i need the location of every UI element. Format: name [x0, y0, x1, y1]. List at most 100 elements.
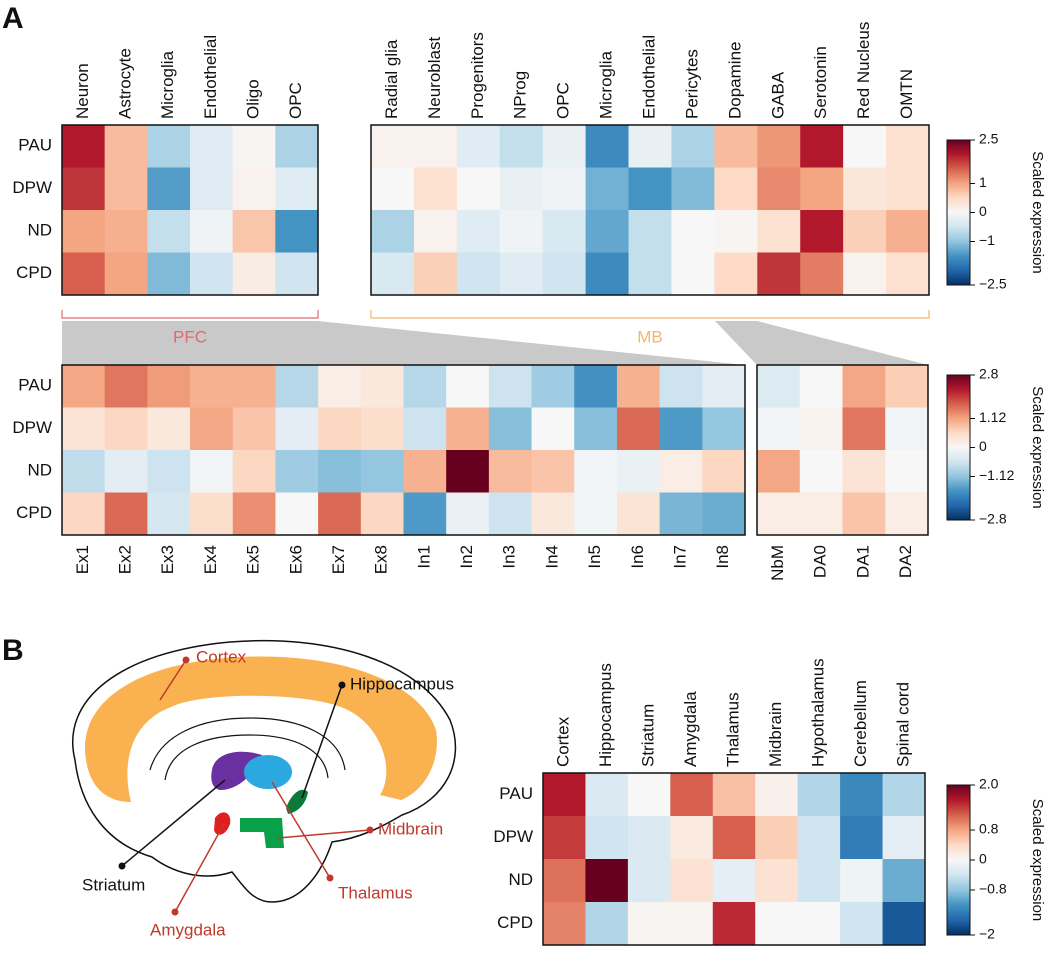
heatmap-cell: [671, 125, 715, 168]
heatmap-cell: [488, 365, 533, 408]
leader-line: [277, 829, 371, 839]
colorbar-tick-label: −2: [979, 926, 995, 942]
colorbar-tick-label: 1.12: [979, 409, 1006, 425]
column-label: Microglia: [597, 50, 616, 119]
heatmap-cell: [190, 492, 234, 536]
column-label: Neuroblast: [425, 37, 444, 119]
heatmap-cell: [104, 492, 148, 536]
heatmap-cell: [360, 407, 404, 451]
heatmap-cell: [659, 365, 703, 408]
heatmap-cell: [190, 125, 234, 168]
column-label: OPC: [286, 82, 305, 119]
heatmap-cell: [885, 450, 929, 493]
heatmap-cell: [616, 407, 661, 451]
heatmap-cell: [499, 210, 544, 253]
group-bracket: [61, 310, 319, 319]
heatmap-cell: [542, 210, 587, 253]
heatmap-frame: [61, 124, 319, 296]
column-label: Pericytes: [682, 49, 701, 119]
heatmap-cell: [799, 407, 843, 451]
diagram-label: Hippocampus: [350, 674, 454, 693]
heatmap-cell: [190, 210, 234, 253]
heatmap-cell: [403, 407, 447, 451]
column-label: In7: [670, 545, 689, 569]
heatmap-cell: [659, 450, 703, 493]
column-label: Serotonin: [811, 46, 830, 119]
heatmap-cell: [413, 125, 458, 168]
heatmap-cell: [757, 407, 801, 451]
heatmap-cell: [147, 450, 191, 493]
heatmap-cell: [62, 167, 106, 211]
row-label: PAU: [18, 136, 52, 155]
column-label: Spinal cord: [893, 682, 912, 767]
heatmap-cell: [627, 816, 671, 860]
column-label: Ex1: [73, 545, 92, 574]
heatmap-cell: [843, 167, 887, 211]
heatmap-cell: [800, 167, 844, 211]
heatmap-cell: [62, 492, 106, 536]
colorbar-label: Scaled expression: [1029, 799, 1046, 922]
column-label: Microglia: [158, 50, 177, 119]
heatmap-cell: [232, 167, 276, 211]
heatmap-cell: [616, 365, 661, 408]
row-label: ND: [508, 870, 533, 889]
column-label: Astrocyte: [115, 48, 134, 119]
heatmap-cell: [702, 492, 746, 536]
heatmap-cell: [456, 210, 501, 253]
heatmap-cell: [757, 167, 801, 211]
heatmap-cell: [842, 365, 886, 408]
zoom-shade: [715, 321, 928, 365]
diagram-label: Thalamus: [338, 883, 413, 902]
heatmap-cell: [840, 773, 884, 817]
row-label: ND: [27, 221, 52, 240]
leader-dot: [338, 681, 346, 689]
leader-dot: [171, 908, 179, 916]
heatmap-cell: [797, 859, 841, 903]
heatmap-cell: [275, 252, 319, 296]
column-label: GABA: [768, 71, 787, 119]
heatmap-cell: [628, 125, 672, 168]
colorbar-tick-label: 2.8: [979, 366, 999, 382]
heatmap-cell: [104, 210, 148, 253]
heatmap-cell: [585, 902, 629, 946]
heatmap-cell: [712, 902, 756, 946]
colorbar-tick-label: 0: [979, 438, 987, 454]
heatmap-cell: [147, 125, 191, 168]
row-label: DPW: [12, 178, 52, 197]
heatmap-cell: [403, 492, 447, 536]
heatmap-cell: [275, 365, 319, 408]
heatmap-cell: [842, 492, 886, 536]
group-bracket: [370, 310, 930, 319]
column-label: Ex6: [286, 545, 305, 574]
heatmap-cell: [190, 365, 234, 408]
heatmap-cell: [757, 492, 801, 536]
heatmap-cell: [371, 252, 415, 296]
heatmap-cell: [318, 365, 362, 408]
heatmap-cell: [413, 210, 458, 253]
heatmap-cell: [488, 407, 533, 451]
heatmap-cell: [104, 167, 148, 211]
leader-line: [271, 781, 331, 879]
heatmap-cell: [797, 816, 841, 860]
heatmap-cell: [574, 450, 618, 493]
column-label: Neuron: [73, 63, 92, 119]
panel-label: B: [2, 634, 24, 667]
heatmap-cell: [670, 902, 714, 946]
heatmap-cell: [543, 773, 586, 817]
heatmap-cell: [413, 167, 458, 211]
heatmap-cell: [755, 816, 799, 860]
column-label: Progenitors: [468, 32, 487, 119]
diagram-label: Midbrain: [378, 819, 443, 838]
heatmap-cell: [886, 125, 930, 168]
row-label: CPD: [16, 263, 52, 282]
colorbar-label: Scaled expression: [1029, 151, 1046, 274]
heatmap-cell: [62, 365, 106, 408]
heatmap-cell: [842, 450, 886, 493]
heatmap-cell: [147, 210, 191, 253]
heatmap-cell: [190, 167, 234, 211]
heatmap-cell: [446, 365, 490, 408]
heatmap-cell: [147, 492, 191, 536]
heatmap-cell: [627, 902, 671, 946]
heatmap-cell: [800, 125, 844, 168]
colorbar-tick-label: −2.5: [979, 276, 1007, 292]
